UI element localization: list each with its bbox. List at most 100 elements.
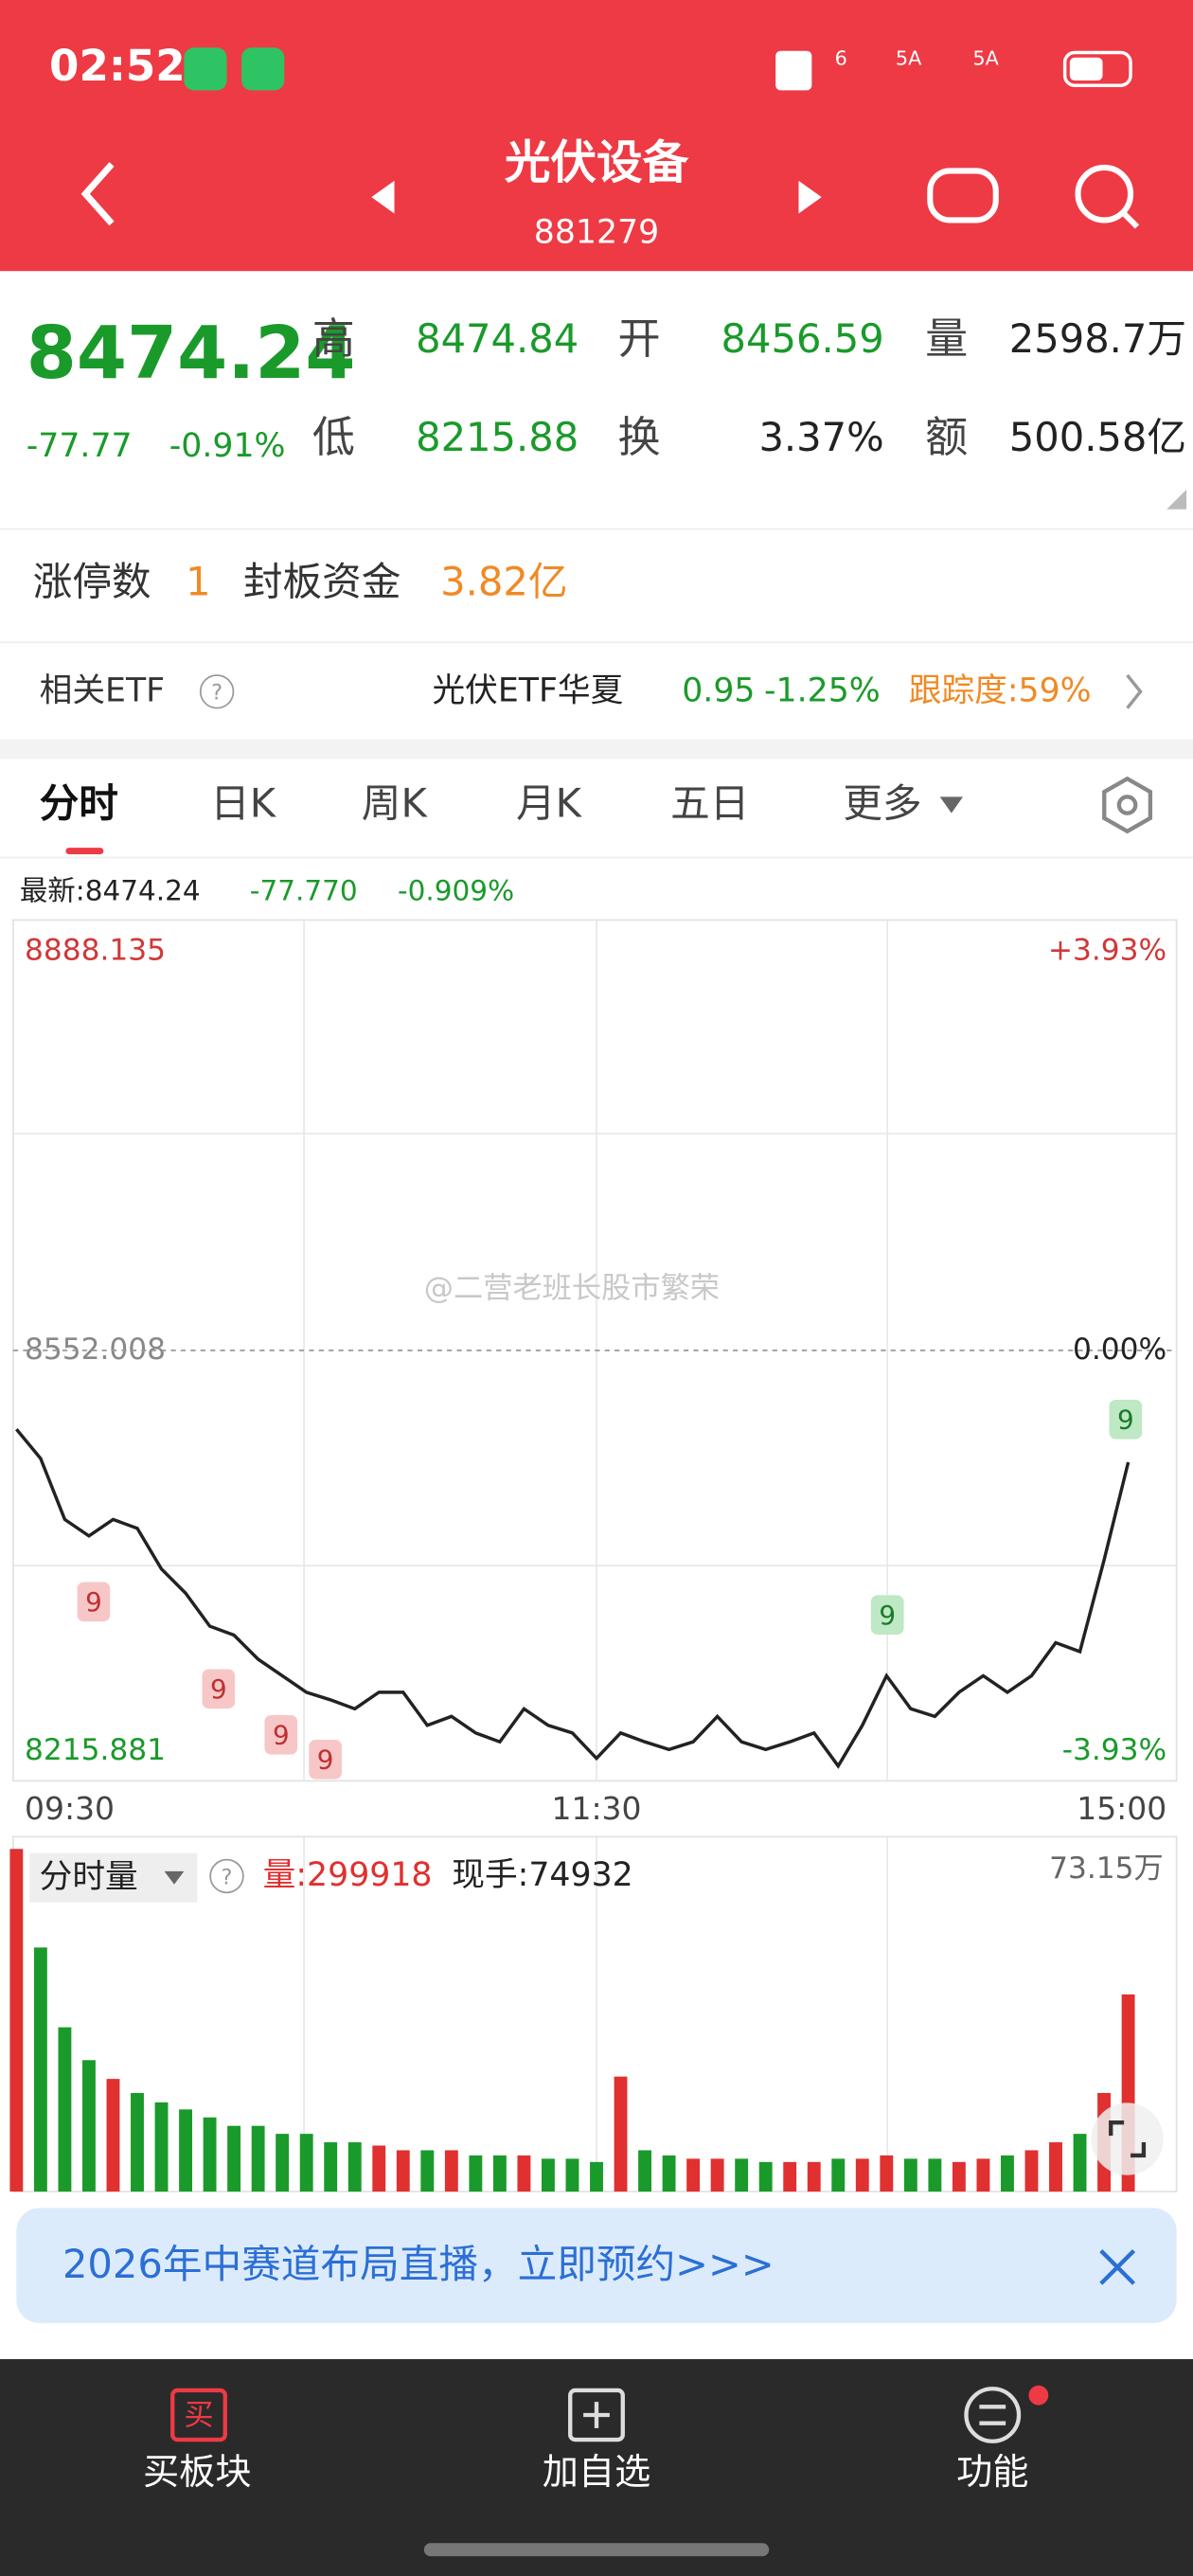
signal-label: 9 xyxy=(317,1744,334,1776)
field-value: 8456.59 xyxy=(721,315,884,362)
volume-bar xyxy=(686,2158,701,2192)
info-change: -77.770 xyxy=(250,874,358,906)
price-line xyxy=(15,1428,1131,1769)
signal-label: 9 xyxy=(879,1600,896,1631)
volume-title: 分时量 xyxy=(40,1858,138,1896)
info-latest: 最新:8474.24 xyxy=(20,874,201,906)
y-tick-label: 8888.135 xyxy=(25,933,166,967)
nav-item[interactable]: 加自选 xyxy=(543,2452,651,2494)
dropdown-arrow xyxy=(939,796,964,814)
bottom-nav xyxy=(0,2359,1193,2576)
header-title: 光伏设备 xyxy=(505,136,689,189)
volume-bar xyxy=(324,2142,338,2192)
volume-bar xyxy=(1049,2142,1062,2192)
y2-tick-label: -3.93% xyxy=(1062,1733,1166,1767)
nfc-icon xyxy=(775,50,812,91)
fullscreen-button[interactable] xyxy=(1091,2102,1164,2175)
volume-bar xyxy=(81,2060,96,2192)
hand-label: 现手:74932 xyxy=(452,1856,632,1894)
chevron[interactable] xyxy=(1126,673,1143,709)
volume-bar xyxy=(444,2150,458,2192)
x-tick-label: 09:30 xyxy=(25,1790,115,1827)
settings-icon[interactable] xyxy=(1102,776,1153,834)
watermark: @二营老班长股市繁荣 xyxy=(424,1272,720,1306)
banner-close[interactable] xyxy=(1099,2248,1136,2285)
volume-bar xyxy=(565,2158,579,2192)
signal-label: 9 xyxy=(273,1720,290,1751)
search-icon[interactable] xyxy=(1075,164,1134,224)
field-label: 高 xyxy=(312,313,355,364)
volume-bar xyxy=(855,2158,869,2192)
help-icon[interactable] xyxy=(209,1858,244,1894)
battery-level xyxy=(1069,57,1103,80)
field-value: 2598.7万 xyxy=(1009,315,1186,362)
y-tick-label: 8215.881 xyxy=(25,1733,166,1767)
tab[interactable]: 更多 xyxy=(843,780,921,827)
volume-bar xyxy=(131,2093,144,2192)
home-indicator xyxy=(423,2543,770,2557)
status-time: 02:52 xyxy=(49,41,186,91)
volume-bar xyxy=(758,2161,773,2192)
add-icon-plus xyxy=(583,2402,610,2428)
prev-button[interactable] xyxy=(371,180,395,214)
volume-bar xyxy=(179,2109,192,2192)
volume-bar xyxy=(203,2117,217,2192)
tab-indicator xyxy=(65,848,104,855)
volume-bar xyxy=(1024,2150,1039,2192)
help-text: ? xyxy=(211,681,223,706)
x-tick-label: 15:00 xyxy=(1077,1790,1166,1827)
expand-corner[interactable] xyxy=(1166,489,1187,510)
volume-bar xyxy=(154,2102,169,2192)
etf-name[interactable]: 光伏ETF华夏 xyxy=(432,671,623,709)
volume-bar xyxy=(33,1947,47,2192)
wechat-icon xyxy=(241,47,285,91)
next-button[interactable] xyxy=(798,180,822,214)
add-icon xyxy=(568,2388,625,2442)
banner[interactable] xyxy=(16,2208,1177,2323)
volume-bar xyxy=(420,2150,435,2192)
volume-bar xyxy=(276,2134,290,2192)
back-button[interactable] xyxy=(80,162,115,226)
nav-item[interactable]: 买板块 xyxy=(143,2452,252,2494)
field-label: 换 xyxy=(618,412,661,462)
tab[interactable]: 月K xyxy=(516,780,583,827)
volume-bar xyxy=(807,2161,821,2192)
volume-bar xyxy=(831,2158,846,2192)
tab[interactable]: 日K xyxy=(210,780,277,827)
field-value: 8474.84 xyxy=(416,315,579,362)
etf-tracking: 跟踪度:59% xyxy=(909,671,1092,709)
volume-bar xyxy=(517,2155,531,2192)
signal-marker xyxy=(870,1595,904,1636)
volume-bar xyxy=(542,2158,555,2192)
volume-label: 量:299918 xyxy=(263,1856,433,1894)
buy-icon-text: 买 xyxy=(184,2399,213,2433)
price-change: -77.77 xyxy=(27,427,133,465)
help-icon[interactable] xyxy=(199,674,235,709)
tab[interactable]: 分时 xyxy=(40,780,118,827)
tab[interactable]: 周K xyxy=(362,780,429,827)
signal-marker xyxy=(77,1582,111,1622)
search-icon-handle xyxy=(1121,211,1140,229)
etf-label: 相关ETF xyxy=(40,671,165,709)
field-value: 3.37% xyxy=(758,414,883,460)
volume-bar xyxy=(976,2158,990,2192)
field-label: 量 xyxy=(925,313,968,364)
volume-bar xyxy=(614,2076,628,2192)
volume-bar xyxy=(1073,2134,1087,2192)
price-change-pct: -0.91% xyxy=(169,427,286,465)
volume-bar xyxy=(662,2155,676,2192)
robot-icon[interactable] xyxy=(927,168,999,224)
volume-bar xyxy=(227,2125,241,2192)
menu-icon xyxy=(964,2387,1022,2443)
nav-item[interactable]: 功能 xyxy=(956,2452,1028,2494)
fund-value: 3.82亿 xyxy=(440,559,567,605)
volume-bar xyxy=(299,2134,313,2192)
battery xyxy=(1062,50,1132,87)
signal-label: 5A xyxy=(972,46,999,69)
tab[interactable]: 五日 xyxy=(670,780,749,827)
signal-label: 9 xyxy=(85,1586,102,1618)
network-label: 6 xyxy=(835,46,847,69)
volume-bar xyxy=(396,2150,410,2192)
volume-bar xyxy=(347,2142,362,2192)
